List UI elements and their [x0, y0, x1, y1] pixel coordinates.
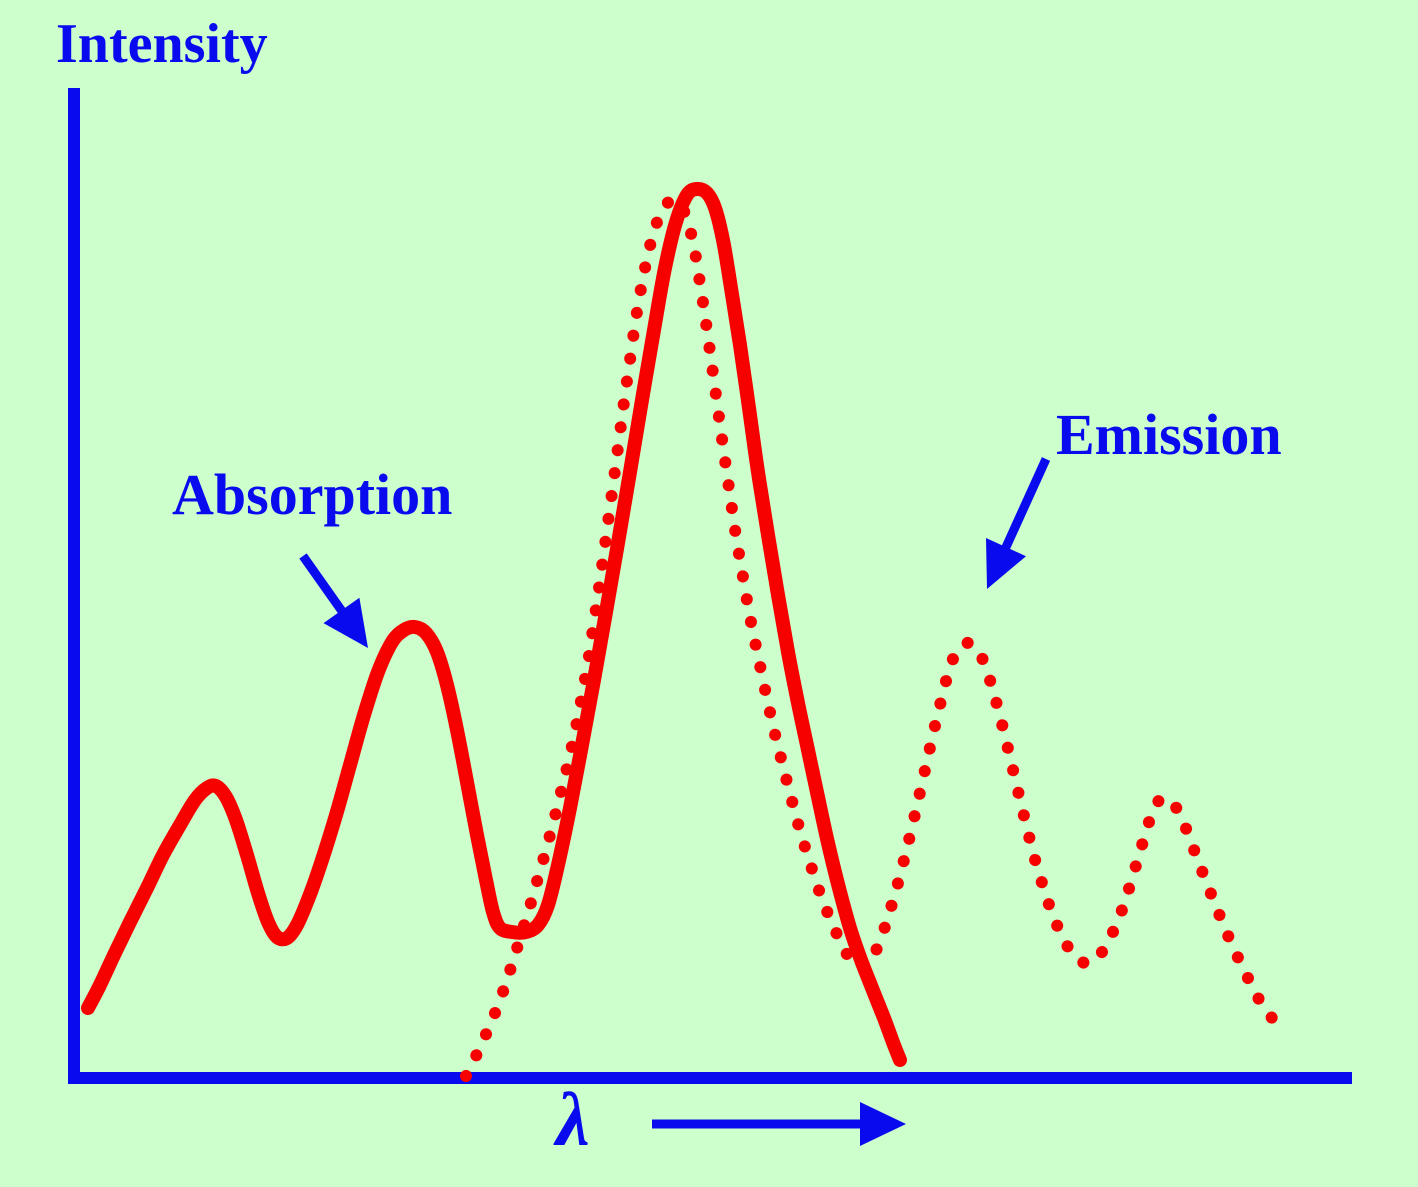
absorption-arrow-head-icon	[323, 597, 368, 648]
emission-arrow-shaft	[1001, 457, 1051, 551]
emission-arrow-head-icon	[986, 538, 1026, 589]
x-axis-title: λ	[556, 1078, 590, 1162]
absorption-label: Absorption	[172, 462, 453, 527]
y-axis-title: Intensity	[56, 13, 268, 75]
emission-curve	[460, 193, 1289, 1082]
absorption-curve	[81, 181, 907, 1067]
absorption-arrow-shaft	[299, 553, 347, 615]
wavelength-arrow-head-icon	[860, 1102, 906, 1146]
emission-label: Emission	[1056, 402, 1282, 467]
